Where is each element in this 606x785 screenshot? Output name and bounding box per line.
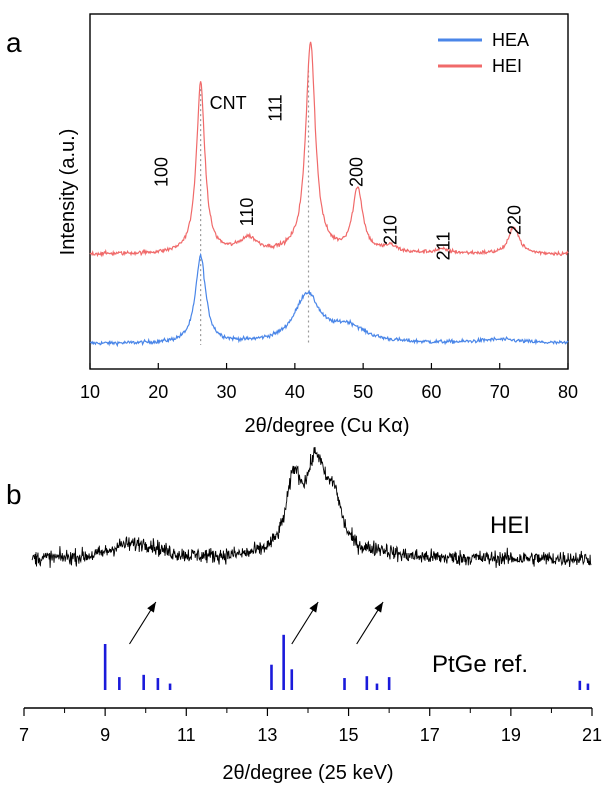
x-tick-label: 7 — [19, 725, 29, 745]
legend-entry: HEI — [492, 56, 522, 76]
x-tick-label: 40 — [285, 382, 305, 402]
panel-b-label: b — [6, 479, 22, 510]
x-tick-label: 70 — [490, 382, 510, 402]
panel-a-frame — [89, 13, 569, 370]
x-tick-label: 9 — [100, 725, 110, 745]
x-tick-label: 20 — [148, 382, 168, 402]
x-axis-ticks: 7 9 11 13 15 17 19 21 — [19, 708, 602, 745]
hei-line — [89, 41, 569, 258]
x-axis-ticks: 10 20 30 40 50 60 70 80 — [80, 363, 578, 402]
x-tick-label: 60 — [421, 382, 441, 402]
x-tick-label: 11 — [177, 725, 196, 745]
peak-label: 100 — [152, 157, 172, 187]
peak-label: 110 — [237, 198, 257, 227]
hei-series-label: HEI — [490, 512, 530, 539]
panel-b: b HEI PtGe ref. 7 9 11 13 15 17 19 21 2θ/degree… — [6, 446, 602, 784]
legend: HEA HEI — [438, 30, 529, 76]
x-tick-label: 50 — [353, 382, 373, 402]
peak-label: 210 — [380, 215, 400, 245]
x-tick-label: 30 — [217, 382, 237, 402]
reference-sticks — [103, 634, 590, 690]
panel-a-label: a — [6, 27, 22, 58]
panel-a-x-axis-label: 2θ/degree (Cu Kα) — [245, 415, 410, 437]
reference-lines — [200, 70, 310, 345]
peak-label: 200 — [346, 157, 366, 187]
panel-b-x-axis-label: 2θ/degree (25 keV) — [222, 762, 393, 784]
peak-label: CNT — [210, 93, 247, 113]
panel-a: a 10 20 30 40 50 60 70 80 CNT 100 110 111 200 210 211… — [6, 13, 578, 437]
peak-annotations: CNT 100 110 111 200 210 211 220 — [152, 93, 525, 260]
x-tick-label: 17 — [420, 725, 440, 745]
shift-arrow-head — [309, 602, 319, 613]
reference-label: PtGe ref. — [432, 651, 528, 678]
peak-label: 220 — [505, 205, 525, 235]
hea-line — [89, 252, 569, 348]
hei-line — [31, 446, 592, 568]
x-tick-label: 19 — [501, 725, 521, 745]
x-tick-label: 13 — [257, 725, 277, 745]
shift-arrows — [129, 601, 384, 645]
x-tick-label: 21 — [582, 725, 602, 745]
series-group — [31, 446, 592, 568]
peak-label: 211 — [434, 232, 454, 261]
peak-label: 111 — [266, 94, 286, 121]
x-tick-label: 15 — [339, 725, 359, 745]
shift-arrow-head — [374, 602, 384, 613]
x-tick-label: 80 — [558, 382, 578, 402]
x-tick-label: 10 — [80, 382, 100, 402]
shift-arrow-head — [147, 602, 156, 613]
series-group — [89, 41, 569, 348]
legend-entry: HEA — [492, 30, 529, 50]
panel-a-y-axis-label: Intensity (a.u.) — [57, 129, 79, 256]
